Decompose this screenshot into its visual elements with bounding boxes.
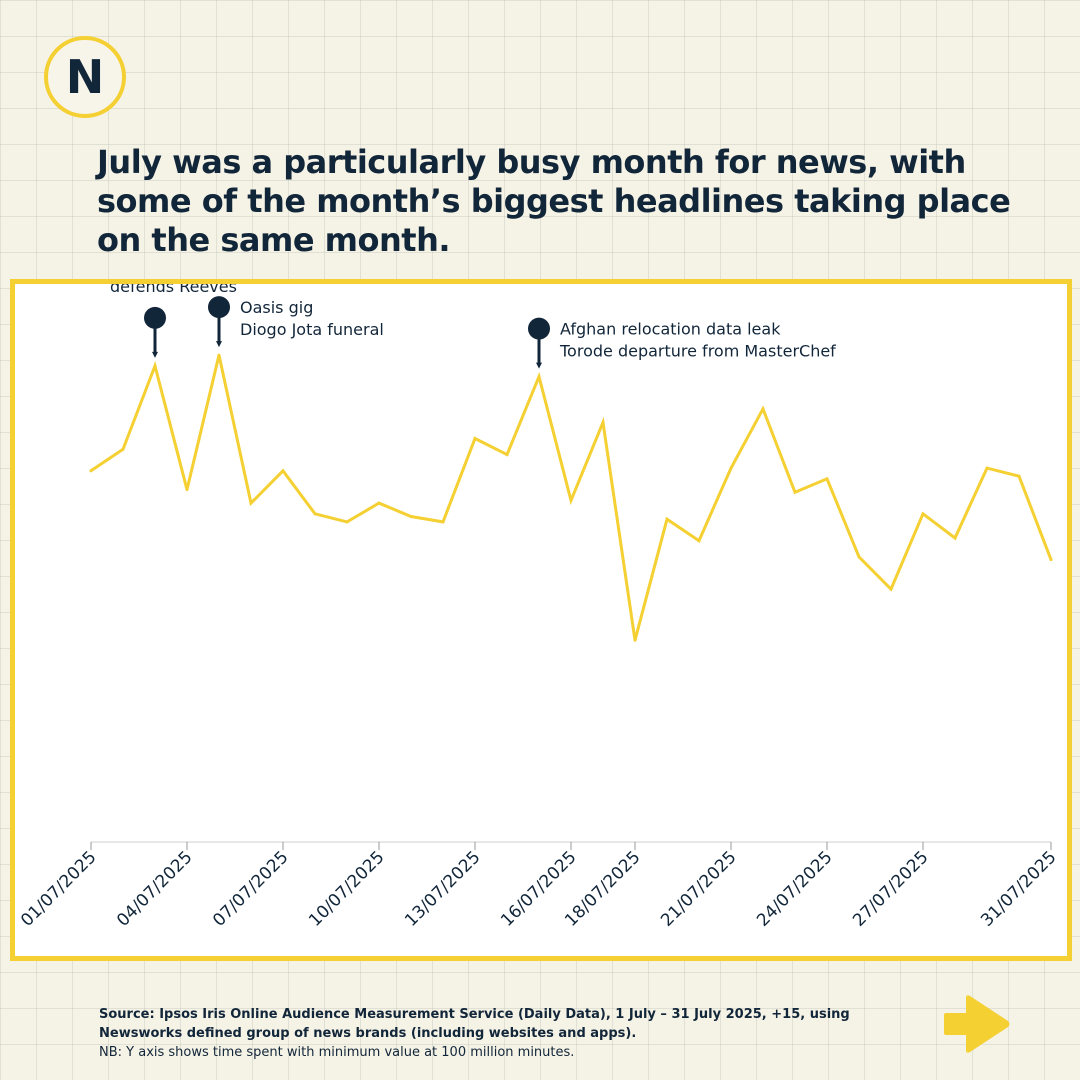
logo-letter: N bbox=[65, 50, 105, 104]
series-line bbox=[89, 354, 1053, 641]
x-tick-label: 21/07/2025 bbox=[657, 847, 740, 930]
axis-note: NB: Y axis shows time spent with minimum… bbox=[99, 1045, 575, 1060]
data-point bbox=[889, 587, 893, 591]
x-tick-label: 31/07/2025 bbox=[977, 847, 1060, 930]
data-point bbox=[1049, 558, 1053, 562]
annotation-label: Diogo Jota funeral bbox=[240, 320, 384, 339]
data-point bbox=[473, 437, 477, 440]
data-point bbox=[89, 469, 93, 473]
data-point bbox=[505, 453, 509, 457]
data-point bbox=[121, 447, 125, 451]
data-point bbox=[953, 536, 957, 540]
data-point bbox=[185, 488, 189, 492]
x-tick-label: 10/07/2025 bbox=[305, 847, 388, 930]
data-point bbox=[729, 466, 733, 470]
data-point bbox=[441, 520, 445, 524]
data-point bbox=[665, 517, 669, 521]
pin-tip bbox=[536, 362, 542, 369]
source-text: Source: Ipsos Iris Online Audience Measu… bbox=[99, 1007, 850, 1041]
data-point bbox=[537, 375, 541, 379]
source-note: Source: Ipsos Iris Online Audience Measu… bbox=[99, 1005, 929, 1062]
line-chart: 01/07/2025 04/07/2025 07/07/2025 10/07/2025… bbox=[17, 284, 1060, 931]
data-point bbox=[857, 555, 861, 559]
annotation-label: defends Reeves bbox=[110, 284, 237, 296]
x-tick-label: 04/07/2025 bbox=[113, 847, 196, 930]
chart-panel: 01/07/2025 04/07/2025 07/07/2025 10/07/2025… bbox=[10, 279, 1072, 961]
annotation-label: Afghan relocation data leak bbox=[560, 320, 781, 339]
data-point bbox=[569, 498, 573, 502]
pin-head bbox=[144, 306, 166, 329]
data-point bbox=[313, 512, 317, 516]
data-point bbox=[377, 501, 381, 505]
data-point bbox=[761, 407, 765, 411]
data-point bbox=[601, 420, 605, 424]
x-tick-label: 24/07/2025 bbox=[753, 847, 836, 930]
brand-logo: N bbox=[44, 36, 126, 118]
data-point bbox=[153, 364, 157, 368]
annotation-label: Oasis gig bbox=[240, 298, 313, 317]
pin-tip bbox=[216, 341, 222, 348]
data-point bbox=[409, 515, 413, 519]
data-point bbox=[921, 512, 925, 516]
data-point bbox=[793, 490, 797, 494]
pin-head bbox=[208, 296, 230, 319]
data-point bbox=[985, 466, 989, 470]
x-tick-label: 07/07/2025 bbox=[209, 847, 292, 930]
data-point bbox=[345, 520, 349, 524]
data-point bbox=[633, 638, 637, 642]
x-tick-label: 27/07/2025 bbox=[849, 847, 932, 930]
arrow-right-icon[interactable] bbox=[944, 994, 1012, 1054]
data-point bbox=[281, 469, 285, 473]
annotation-label: Torode departure from MasterChef bbox=[559, 342, 836, 361]
data-point bbox=[697, 539, 701, 543]
headline: July was a particularly busy month for n… bbox=[97, 143, 1011, 259]
data-point bbox=[1017, 474, 1021, 478]
data-point bbox=[249, 501, 253, 505]
data-point bbox=[217, 353, 221, 357]
pin-tip bbox=[152, 351, 158, 358]
pin-head bbox=[528, 317, 550, 340]
data-point bbox=[825, 477, 829, 481]
x-tick-label: 13/07/2025 bbox=[401, 847, 484, 930]
x-tick-label: 01/07/2025 bbox=[17, 847, 100, 930]
